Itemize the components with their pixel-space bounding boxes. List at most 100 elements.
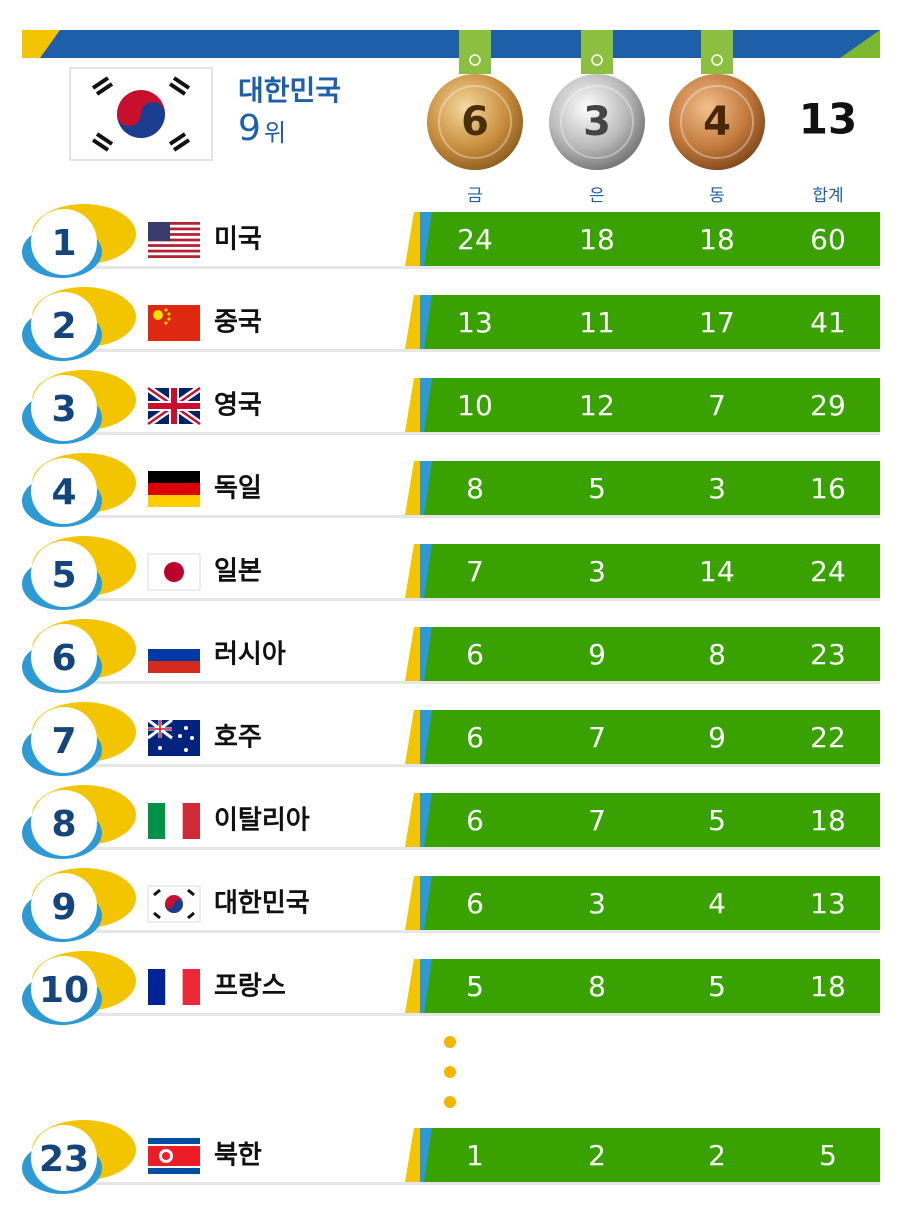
flag-part bbox=[182, 803, 200, 839]
row-stripe bbox=[405, 378, 420, 432]
table-row: 10 프랑스 5 8 5 18 bbox=[22, 951, 880, 1025]
row-shadow bbox=[95, 349, 880, 352]
row-shadow bbox=[95, 847, 880, 850]
medal-value: 7 bbox=[466, 555, 484, 588]
flag-part bbox=[148, 483, 200, 495]
rank: 6 bbox=[51, 638, 76, 679]
medal-value: 2 bbox=[708, 1139, 726, 1172]
row-stripe bbox=[420, 378, 432, 432]
row-stripe bbox=[405, 212, 420, 266]
country-name: 대한민국 bbox=[214, 889, 310, 919]
medal-value: 10 bbox=[457, 389, 493, 422]
header-flag bbox=[69, 67, 213, 161]
medal-value: 9 bbox=[588, 638, 606, 671]
medal-value: 7 bbox=[708, 389, 726, 422]
medal-value: 8 bbox=[708, 638, 726, 671]
decoration bbox=[22, 30, 60, 58]
ellipsis-dot bbox=[444, 1096, 456, 1108]
rank: 9 bbox=[51, 887, 76, 928]
flag-part bbox=[148, 244, 200, 247]
country-name: 러시아 bbox=[214, 640, 286, 670]
flag-part bbox=[167, 312, 171, 316]
medal-value: 5 bbox=[708, 970, 726, 1003]
row-value-cell bbox=[420, 710, 880, 764]
medal-value: 3 bbox=[588, 555, 606, 588]
rank-badge bbox=[31, 541, 97, 607]
row-value-cell bbox=[420, 544, 880, 598]
medal-value: 17 bbox=[699, 306, 735, 339]
row-shadow bbox=[95, 930, 880, 933]
flag-part bbox=[165, 899, 183, 913]
flag bbox=[148, 471, 200, 507]
medal-value: 9 bbox=[708, 721, 726, 754]
table-row: 1 미국 24 18 18 60 bbox=[22, 204, 880, 278]
row-stripe bbox=[420, 544, 432, 598]
flag-part bbox=[182, 969, 200, 1005]
medal-ring bbox=[591, 54, 603, 66]
flag-part bbox=[165, 969, 183, 1005]
flag-part bbox=[165, 803, 183, 839]
flag-part bbox=[184, 726, 188, 730]
rank-badge bbox=[31, 790, 97, 856]
row-stripe bbox=[405, 793, 420, 847]
flag-part bbox=[148, 233, 200, 236]
row-stripe bbox=[420, 793, 432, 847]
flag-part bbox=[148, 661, 200, 673]
medal-value: 6 bbox=[466, 721, 484, 754]
table-row: 23 북한 1 2 2 5 bbox=[22, 1120, 880, 1194]
medal-value: 18 bbox=[810, 804, 846, 837]
rank: 10 bbox=[39, 970, 89, 1011]
medal-value: 24 bbox=[810, 555, 846, 588]
row-stripe bbox=[420, 959, 432, 1013]
medal-value: 3 bbox=[588, 887, 606, 920]
rank: 2 bbox=[51, 306, 76, 347]
row-stripe bbox=[405, 544, 420, 598]
medal-value: 14 bbox=[699, 555, 735, 588]
flag bbox=[147, 718, 200, 756]
flag-part bbox=[148, 1146, 200, 1166]
table-row: 5 일본 7 3 14 24 bbox=[22, 536, 880, 610]
header-rank-number: 9 bbox=[238, 108, 261, 149]
flag-part bbox=[148, 495, 200, 507]
medal-value: 18 bbox=[810, 970, 846, 1003]
medal-value: 6 bbox=[466, 638, 484, 671]
rank: 1 bbox=[51, 223, 76, 264]
flag bbox=[148, 305, 200, 341]
medal-value: 60 bbox=[810, 223, 846, 256]
header-rank-unit: 위 bbox=[264, 119, 286, 147]
table-row: 6 러시아 6 9 8 23 bbox=[22, 619, 880, 693]
table-row: 2 중국 13 11 17 41 bbox=[22, 287, 880, 361]
row-value-cell bbox=[420, 212, 880, 266]
medal-value: 11 bbox=[579, 306, 615, 339]
medal bbox=[669, 74, 765, 170]
medal-count: 3 bbox=[583, 99, 611, 145]
flag bbox=[147, 885, 201, 923]
flag-part bbox=[148, 803, 166, 839]
row-stripe bbox=[420, 627, 432, 681]
flag-part bbox=[148, 222, 200, 225]
flag-part bbox=[178, 734, 182, 738]
medal-value: 2 bbox=[588, 1139, 606, 1172]
medal-value: 5 bbox=[466, 970, 484, 1003]
medal bbox=[549, 74, 645, 170]
medal-value: 41 bbox=[810, 306, 846, 339]
table-row: 9 대한민국 6 3 4 13 bbox=[22, 868, 880, 942]
row-stripe bbox=[420, 876, 432, 930]
row-stripe bbox=[420, 1128, 432, 1182]
medal-ring bbox=[469, 54, 481, 66]
country-name: 일본 bbox=[214, 557, 262, 587]
medal-value: 5 bbox=[588, 472, 606, 505]
row-stripe bbox=[405, 876, 420, 930]
medal-count: 6 bbox=[461, 99, 489, 145]
medal-ring bbox=[711, 54, 723, 66]
country-name: 중국 bbox=[214, 308, 262, 338]
flag-part bbox=[167, 317, 171, 321]
ellipsis-dot bbox=[444, 1066, 456, 1078]
row-stripe bbox=[405, 295, 420, 349]
flag-part bbox=[153, 310, 163, 320]
medal-value: 13 bbox=[810, 887, 846, 920]
flag bbox=[148, 1138, 200, 1174]
rank-badge bbox=[31, 458, 97, 524]
flag-part bbox=[148, 227, 200, 231]
